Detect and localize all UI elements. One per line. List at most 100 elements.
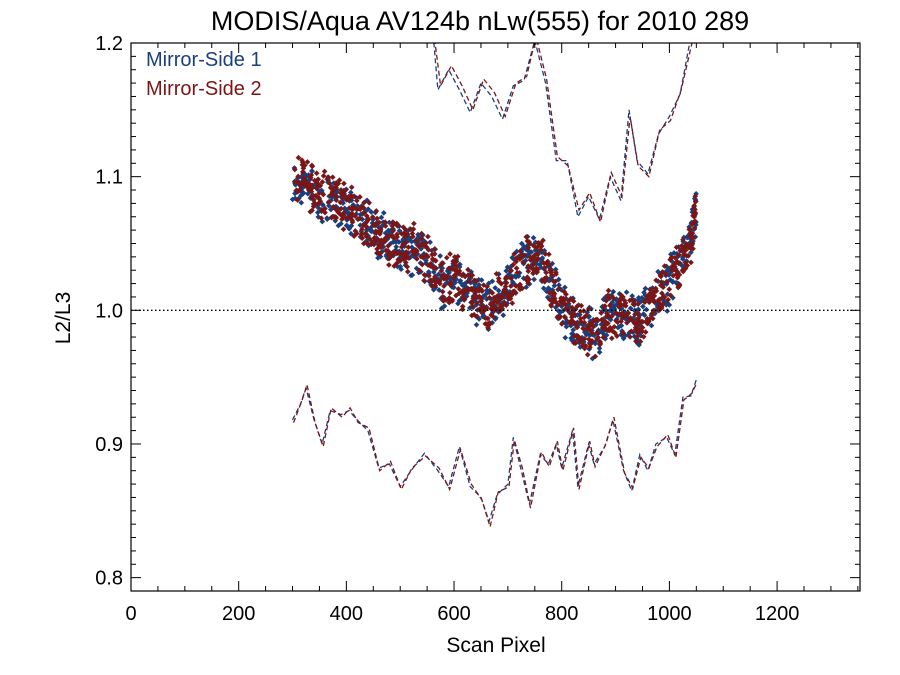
mirror-side-2-point xyxy=(676,271,683,278)
mirror-side-1-point xyxy=(531,276,537,283)
mirror-side-2-point xyxy=(454,263,460,270)
mirror-side-2-point xyxy=(571,311,578,318)
mirror-side-2-point xyxy=(427,278,434,285)
mirror-side-2-point xyxy=(661,263,668,269)
mirror-side-2-point xyxy=(500,288,507,295)
mirror-side-2-point xyxy=(657,304,663,310)
mirror-side-1-point xyxy=(570,327,577,333)
mirror-side-2-point xyxy=(295,173,302,180)
mirror-side-2-point xyxy=(447,279,454,286)
mirror-side-2-point xyxy=(691,225,698,231)
mirror-side-2-point xyxy=(614,333,620,339)
mirror-side-2-point xyxy=(676,252,682,258)
mirror-side-1-point xyxy=(441,303,448,309)
mirror-side-1-point xyxy=(324,216,331,223)
mirror-side-2-point xyxy=(377,250,384,257)
mirror-side-2-point xyxy=(395,256,402,263)
mirror-side-1-point xyxy=(409,244,415,251)
mirror-side-2-point xyxy=(316,190,322,197)
mirror-side-1-point xyxy=(437,253,444,259)
x-tick-label: 600 xyxy=(437,603,470,625)
mirror-side-2-point xyxy=(394,250,400,257)
mirror-side-2-point xyxy=(486,294,493,301)
mirror-side-2-point xyxy=(605,320,611,327)
mirror-side-2-point xyxy=(646,299,653,306)
mirror-side-2-point xyxy=(339,216,345,223)
mirror-side-2-point xyxy=(514,269,521,276)
mirror-side-2-point xyxy=(574,303,580,310)
mirror-side-2-point xyxy=(334,207,340,213)
mirror-side-2-point xyxy=(403,250,409,257)
mirror-side-2-point xyxy=(325,174,332,181)
mirror-side-1-point xyxy=(629,293,636,299)
mirror-side-2-point xyxy=(619,312,625,318)
mirror-side-2-point xyxy=(543,260,550,267)
mirror-side-2-point xyxy=(647,286,654,293)
mirror-side-1-point xyxy=(368,209,375,215)
mirror-side-1-point xyxy=(562,334,569,341)
mirror-side-2-point xyxy=(432,257,439,264)
mirror-side-2-point xyxy=(341,180,347,187)
mirror-side-1-point xyxy=(427,239,433,246)
mirror-side-2-point xyxy=(439,288,446,295)
mirror-side-2-point xyxy=(550,289,557,296)
mirror-side-1-point xyxy=(455,300,461,307)
mirror-side-2-point xyxy=(478,298,485,305)
mirror-side-2-point xyxy=(523,276,529,283)
mirror-side-2-lower-band-line xyxy=(292,382,697,530)
mirror-side-1-point xyxy=(610,288,617,295)
mirror-side-2-point xyxy=(338,205,344,212)
mirror-side-2-point xyxy=(538,243,545,249)
mirror-side-2-point xyxy=(295,154,302,161)
mirror-side-2-upper-band-line xyxy=(434,43,693,225)
mirror-side-2-point xyxy=(648,311,655,317)
mirror-side-2-point xyxy=(333,193,339,199)
mirror-side-2-point xyxy=(549,296,555,303)
y-tick-label: 1.2 xyxy=(95,33,123,55)
mirror-side-2-point xyxy=(345,193,352,200)
mirror-side-2-point xyxy=(404,263,411,270)
mirror-side-2-point xyxy=(521,252,528,259)
mirror-side-1-point xyxy=(537,264,544,271)
mirror-side-2-point xyxy=(409,233,416,240)
mirror-side-1-point xyxy=(640,303,646,310)
mirror-side-2-point xyxy=(373,230,379,236)
mirror-side-2-point xyxy=(589,330,595,336)
x-tick-label: 0 xyxy=(125,603,136,625)
mirror-side-2-point xyxy=(510,288,517,295)
mirror-side-2-point xyxy=(374,215,380,222)
x-tick-label: 400 xyxy=(330,603,363,625)
mirror-side-2-point xyxy=(511,251,518,257)
mirror-side-2-point xyxy=(322,205,328,212)
mirror-side-2-point xyxy=(581,335,588,342)
mirror-side-2-point xyxy=(416,267,423,274)
mirror-side-2-point xyxy=(571,340,577,346)
mirror-side-2-point xyxy=(327,192,334,199)
mirror-side-2-point xyxy=(689,230,696,237)
mirror-side-2-point xyxy=(547,267,553,274)
mirror-side-2-point xyxy=(563,291,569,298)
mirror-side-2-point xyxy=(460,272,467,278)
mirror-side-2-point xyxy=(542,251,549,257)
mirror-side-2-point xyxy=(590,323,597,330)
mirror-side-2-point xyxy=(359,226,365,233)
mirror-side-2-point xyxy=(325,199,332,205)
mirror-side-2-point xyxy=(513,265,520,272)
mirror-side-2-point xyxy=(432,274,438,280)
mirror-side-2-point xyxy=(606,293,613,299)
mirror-side-2-point xyxy=(389,222,396,229)
mirror-side-2-point xyxy=(454,268,461,275)
mirror-side-2-point xyxy=(381,237,388,243)
mirror-side-2-point xyxy=(466,278,473,285)
mirror-side-2-point xyxy=(592,353,599,360)
mirror-side-2-point xyxy=(304,159,311,165)
mirror-side-2-point xyxy=(459,288,466,295)
band-lines xyxy=(291,43,697,530)
mirror-side-2-point xyxy=(404,268,411,275)
mirror-side-2-point xyxy=(427,263,434,269)
mirror-side-2-point xyxy=(330,203,337,210)
mirror-side-1-point xyxy=(473,321,480,328)
mirror-side-2-point xyxy=(530,261,537,268)
mirror-side-2-point xyxy=(633,338,639,345)
mirror-side-2-point xyxy=(525,268,532,275)
